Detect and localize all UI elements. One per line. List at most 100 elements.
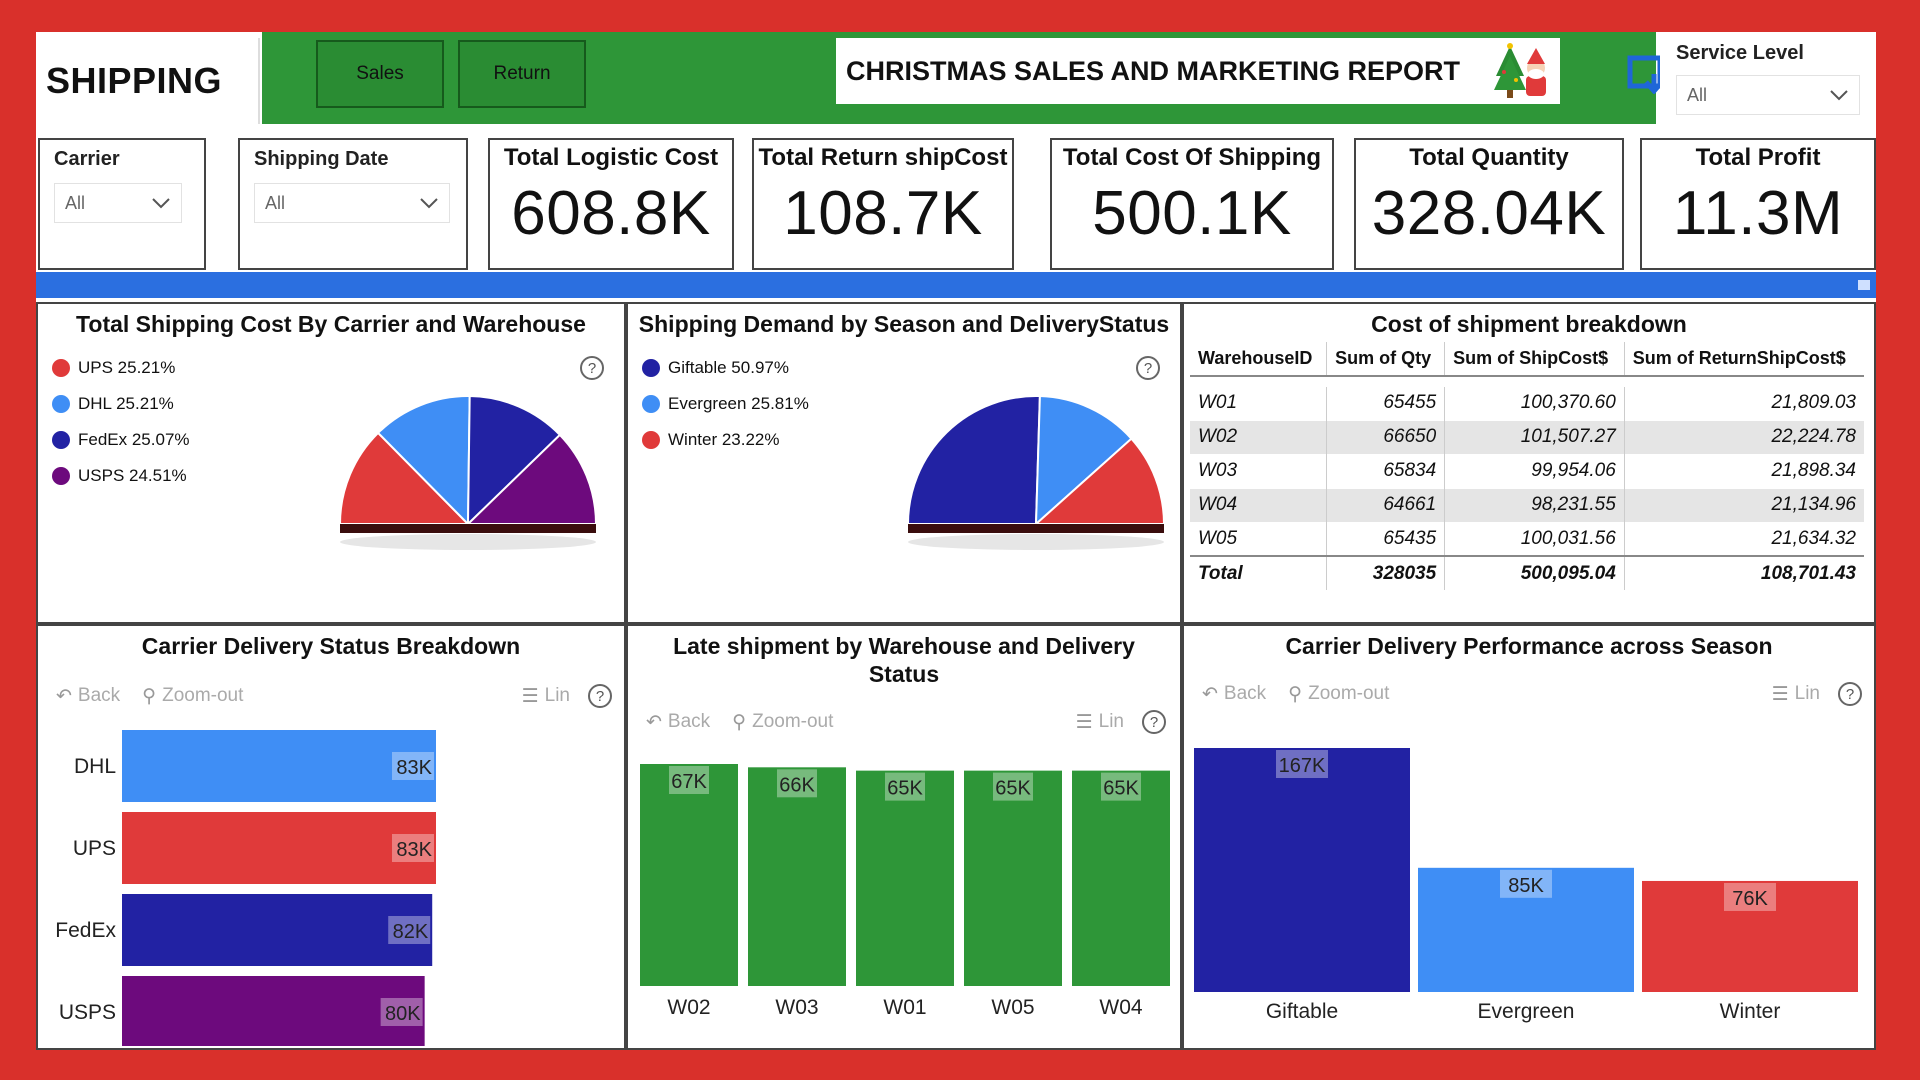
- pie-chart[interactable]: [338, 384, 618, 554]
- back-button[interactable]: ↶ Back: [1202, 683, 1266, 706]
- bar-w05[interactable]: [964, 770, 1062, 986]
- help-icon[interactable]: ?: [1136, 356, 1160, 380]
- table-total-row: Total 328035 500,095.04 108,701.43: [1190, 555, 1864, 590]
- data-label: 76K: [1732, 888, 1768, 910]
- service-level-dropdown[interactable]: All: [1676, 75, 1860, 115]
- column-header[interactable]: Sum of ShipCost$: [1444, 342, 1625, 377]
- back-label: Back: [1223, 683, 1267, 704]
- help-icon[interactable]: ?: [580, 356, 604, 380]
- bar-fedex[interactable]: [122, 894, 433, 966]
- table-cell: 500,095.04: [1444, 555, 1625, 590]
- data-label-bg: [392, 752, 434, 780]
- column-header[interactable]: Sum of Qty: [1326, 342, 1445, 377]
- bar-giftable[interactable]: [1194, 748, 1410, 992]
- data-label: 167K: [1279, 755, 1326, 777]
- zoom-label: Zoom-out: [752, 711, 834, 732]
- back-button[interactable]: ↶ Back: [646, 711, 710, 734]
- back-arrow-icon: ↶: [1202, 683, 1218, 705]
- bar-w03[interactable]: [748, 767, 846, 986]
- return-nav-button[interactable]: Return: [458, 40, 586, 108]
- table-cell: 66650: [1326, 419, 1445, 454]
- chevron-down-icon: [419, 193, 439, 214]
- bar-ups[interactable]: [122, 812, 436, 884]
- table-row[interactable]: W04 64661 98,231.55 21,134.96: [1190, 487, 1864, 522]
- shipping-date-label: Shipping Date: [254, 148, 389, 170]
- lin-button[interactable]: ☰ Lin: [1772, 683, 1820, 706]
- bar-evergreen[interactable]: [1418, 867, 1634, 992]
- data-label-bg: [1276, 750, 1328, 778]
- legend-item[interactable]: DHL 25.21%: [52, 386, 190, 422]
- legend-dot-icon: [642, 395, 660, 413]
- legend-item[interactable]: Evergreen 25.81%: [642, 386, 809, 422]
- carrier-dropdown[interactable]: All: [54, 183, 182, 223]
- pie-slice-fedex[interactable]: [466, 394, 562, 527]
- list-icon: ☰: [521, 685, 539, 707]
- pie-slice-winter[interactable]: [1033, 437, 1166, 525]
- carrier-performance-season-panel: Carrier Delivery Performance across Seas…: [1182, 624, 1876, 1050]
- data-label-bg: [993, 772, 1033, 801]
- service-level-slicer: Service Level All: [1660, 32, 1876, 124]
- scroll-bar[interactable]: [36, 272, 1876, 298]
- bar-w02[interactable]: [640, 764, 738, 986]
- help-icon[interactable]: ?: [1142, 710, 1166, 734]
- help-icon[interactable]: ?: [588, 684, 612, 708]
- legend-dot-icon: [52, 467, 70, 485]
- data-label-bg: [1101, 772, 1141, 801]
- legend-item[interactable]: USPS 24.51%: [52, 458, 190, 494]
- magnifier-icon: ⚲: [142, 685, 157, 707]
- bar-usps[interactable]: [122, 976, 425, 1046]
- legend-dot-icon: [642, 431, 660, 449]
- scroll-handle[interactable]: [1858, 280, 1870, 290]
- legend-item[interactable]: UPS 25.21%: [52, 350, 190, 386]
- category-label: DHL: [74, 755, 116, 778]
- data-label: 83K: [396, 839, 432, 861]
- data-label-bg: [1500, 869, 1552, 898]
- legend-item[interactable]: Giftable 50.97%: [642, 350, 809, 386]
- data-label-bg: [669, 766, 709, 794]
- bar-dhl[interactable]: [122, 730, 436, 802]
- table-row[interactable]: W02 66650 101,507.27 22,224.78: [1190, 419, 1864, 454]
- back-button[interactable]: ↶ Back: [56, 685, 120, 708]
- table-row[interactable]: W01 65455 100,370.60 21,809.03: [1190, 385, 1864, 420]
- lin-label: Lin: [1098, 711, 1124, 732]
- kpi-title: Total Quantity: [1409, 144, 1569, 171]
- bar-w04[interactable]: [1072, 770, 1170, 986]
- zoom-out-button[interactable]: ⚲ Zoom-out: [732, 711, 833, 734]
- shipment-breakdown-panel: Cost of shipment breakdown WarehouseID S…: [1182, 302, 1876, 624]
- pie-slice-ups[interactable]: [338, 431, 471, 525]
- bar-w01[interactable]: [856, 770, 954, 986]
- legend-label: FedEx 25.07%: [78, 430, 190, 449]
- zoom-out-button[interactable]: ⚲ Zoom-out: [1288, 683, 1389, 706]
- data-label: 67K: [671, 771, 707, 793]
- kpi-card-cost-of-shipping: Total Cost Of Shipping 500.1K: [1050, 138, 1334, 270]
- category-label: UPS: [73, 837, 116, 860]
- legend-item[interactable]: Winter 23.22%: [642, 422, 809, 458]
- data-label: 83K: [396, 757, 432, 779]
- lin-button[interactable]: ☰ Lin: [522, 685, 570, 708]
- column-header[interactable]: Sum of ReturnShipCost$: [1623, 342, 1864, 377]
- help-icon[interactable]: ?: [1838, 682, 1862, 706]
- lin-button[interactable]: ☰ Lin: [1076, 711, 1124, 734]
- column-header[interactable]: WarehouseID: [1190, 342, 1327, 377]
- pie-slice-giftable[interactable]: [906, 395, 1041, 525]
- bar-winter[interactable]: [1642, 880, 1858, 992]
- sales-nav-button[interactable]: Sales: [316, 40, 444, 108]
- pie-slice-dhl[interactable]: [376, 395, 471, 527]
- table-row[interactable]: W03 65834 99,954.06 21,898.34: [1190, 453, 1864, 488]
- chevron-down-icon: [1829, 85, 1849, 106]
- legend-item[interactable]: FedEx 25.07%: [52, 422, 190, 458]
- table-cell: 65435: [1326, 521, 1445, 556]
- shipping-date-dropdown[interactable]: All: [254, 183, 450, 223]
- table-header-row: WarehouseID Sum of Qty Sum of ShipCost$ …: [1190, 342, 1864, 377]
- carrier-delivery-status-panel: Carrier Delivery Status Breakdown ↶ Back …: [36, 624, 626, 1050]
- pie-legend: Giftable 50.97% Evergreen 25.81% Winter …: [642, 350, 809, 458]
- pie-slice-evergreen[interactable]: [1034, 395, 1133, 527]
- data-label-bg: [388, 916, 431, 944]
- legend-label: DHL 25.21%: [78, 394, 174, 413]
- pie-chart[interactable]: [906, 384, 1182, 554]
- kpi-card-logistic-cost: Total Logistic Cost 608.8K: [488, 138, 734, 270]
- zoom-out-button[interactable]: ⚲ Zoom-out: [142, 685, 243, 708]
- table-row[interactable]: W05 65435 100,031.56 21,634.32: [1190, 521, 1864, 556]
- service-level-label: Service Level: [1676, 42, 1804, 64]
- pie-slice-usps[interactable]: [465, 433, 598, 525]
